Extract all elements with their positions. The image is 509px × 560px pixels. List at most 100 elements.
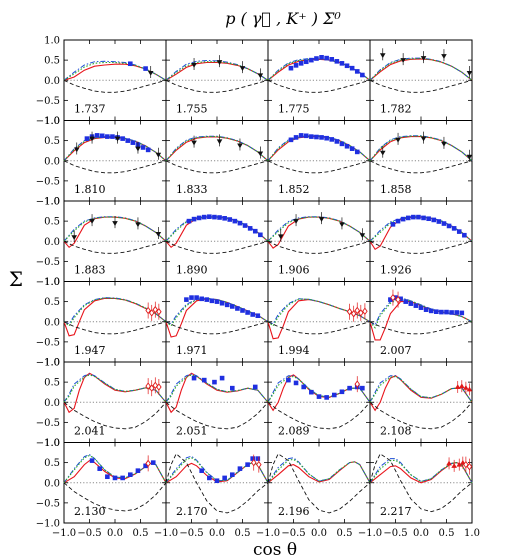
panel-9: 1.883 (63, 200, 167, 282)
panel-5: 1.810 (63, 120, 167, 202)
data-point-square (324, 55, 329, 61)
data-point-square (230, 304, 235, 309)
data-point-triangle-down (216, 139, 223, 145)
data-point-square (288, 65, 294, 71)
model-dotted-curve (63, 297, 167, 327)
data-point-square (97, 466, 102, 471)
panel-energy-label: 1.833 (176, 183, 208, 196)
data-point-square (451, 226, 457, 231)
data-point-triangle-down (73, 147, 80, 153)
data-point-square (214, 478, 220, 484)
data-point-square (462, 232, 467, 238)
data-point-square (303, 59, 309, 65)
panel-20: 2.108 (369, 361, 473, 443)
data-point-diamond (156, 307, 162, 316)
data-point-diamond (354, 380, 361, 388)
model-dashdot-curve (63, 60, 167, 81)
data-point-square (286, 377, 291, 383)
data-point-triangle-down (191, 62, 197, 68)
data-point-square (252, 384, 258, 390)
y-tick-label: 1.0 (44, 116, 60, 127)
model-black-dashed-curve (63, 79, 167, 93)
x-tick-label: −0.5 (179, 528, 203, 539)
data-point-square (240, 308, 245, 313)
data-point-square (219, 300, 225, 306)
y-tick-label: 0.0 (44, 237, 60, 248)
data-point-square (319, 135, 324, 140)
y-tick-label: −1.0 (36, 277, 60, 288)
data-point-square (222, 475, 227, 481)
data-point-square (418, 305, 424, 310)
model-solid-curve (267, 461, 371, 484)
data-point-square (329, 57, 335, 62)
y-tick-label: 1.0 (44, 438, 60, 449)
model-dashdot-curve (63, 373, 167, 403)
y-tick-label: −1.0 (36, 519, 60, 530)
data-point-triangle-down (379, 150, 386, 156)
data-point-square (128, 61, 133, 67)
model-dotted-curve (165, 61, 269, 81)
data-point-triangle-down (135, 146, 141, 152)
data-point-triangle-down (216, 60, 223, 65)
data-point-square (191, 216, 197, 222)
data-point-triangle-down (114, 136, 121, 142)
data-point-diamond (148, 309, 155, 317)
data-point-square (428, 308, 434, 314)
data-point-square (219, 375, 225, 381)
data-point-square (235, 306, 240, 311)
x-tick-label: 0.5 (337, 528, 353, 539)
model-black-dashed-curve (63, 482, 167, 512)
y-tick-label: −1.0 (36, 197, 60, 208)
panel-2: 1.755 (165, 39, 269, 121)
y-tick-label: 1.0 (44, 197, 60, 208)
data-point-square (449, 310, 454, 315)
model-black-dashed-curve (165, 79, 269, 93)
model-black-dashed-curve (165, 160, 269, 174)
data-point-triangle-down (379, 53, 386, 59)
data-point-triangle-down (318, 217, 325, 222)
data-point-diamond (346, 307, 353, 316)
data-point-square (143, 66, 148, 71)
data-point-triangle-down (420, 136, 427, 142)
model-dotted-curve (63, 374, 167, 403)
data-point-square (324, 395, 329, 400)
panel-energy-label: 1.737 (74, 103, 106, 116)
y-tick-label: −0.5 (36, 176, 60, 187)
data-point-square (319, 55, 324, 60)
data-point-triangle-up (446, 460, 452, 466)
y-tick-label: 0.5 (44, 378, 60, 389)
data-point-square (408, 301, 414, 306)
model-dashdot-curve (165, 455, 269, 484)
panel-energy-label: 1.810 (74, 183, 106, 196)
data-point-diamond (145, 459, 151, 468)
x-tick-label: −1.0 (358, 528, 382, 539)
panel-12: 1.926 (369, 200, 473, 282)
data-point-square (242, 223, 248, 228)
panel-energy-label: 1.994 (278, 344, 310, 357)
data-point-square (344, 63, 350, 69)
y-tick-label: 0.5 (44, 458, 60, 469)
x-tick-label: −1.0 (256, 528, 280, 539)
panel-energy-label: 2.130 (74, 505, 106, 518)
data-point-square (245, 462, 250, 467)
data-point-triangle-up (451, 463, 457, 468)
data-point-square (446, 223, 452, 229)
panel-11: 1.906 (267, 200, 371, 282)
data-point-square (334, 139, 340, 144)
data-point-square (441, 221, 447, 226)
data-point-square (454, 310, 459, 315)
y-tick-label: −1.0 (36, 358, 60, 369)
data-point-diamond (466, 462, 473, 471)
data-point-square (194, 295, 199, 300)
data-point-triangle-down (239, 66, 246, 71)
y-tick-label: 0.5 (44, 136, 60, 147)
y-tick-label: 0.0 (44, 478, 60, 489)
data-point-square (293, 135, 299, 140)
data-point-square (301, 384, 306, 390)
y-tick-label: 0.0 (44, 398, 60, 409)
data-point-square (186, 218, 192, 224)
data-point-square (150, 460, 156, 465)
x-tick-label: 0.0 (107, 528, 123, 539)
data-point-triangle-down (257, 151, 264, 157)
model-black-dashed-curve (63, 321, 167, 335)
